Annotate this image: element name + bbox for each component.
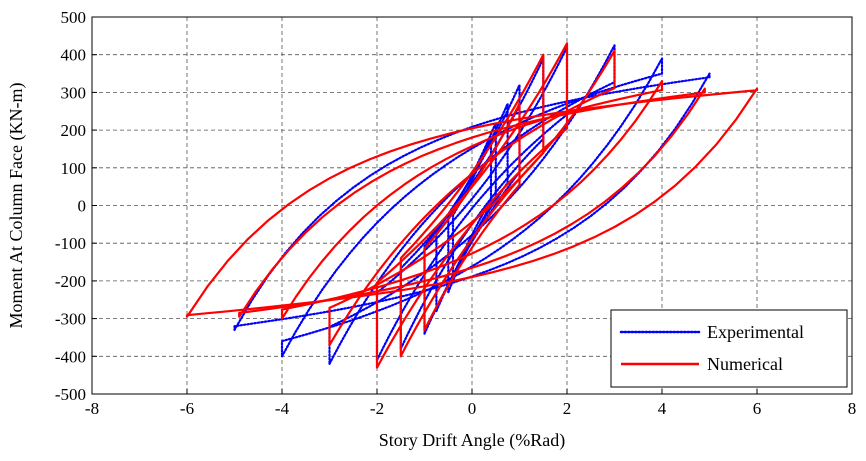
experimental-loop xyxy=(328,44,616,365)
x-tick-label: 4 xyxy=(658,399,667,418)
y-tick-label: -200 xyxy=(55,272,86,291)
y-tick-label: -400 xyxy=(55,347,86,366)
experimental-loop xyxy=(423,83,521,335)
x-tick-label: -6 xyxy=(180,399,194,418)
y-tick-label: -300 xyxy=(55,310,86,329)
y-tick-label: 0 xyxy=(78,197,87,216)
y-tick-label: 100 xyxy=(61,159,87,178)
legend-box xyxy=(610,309,848,388)
x-axis-label: Story Drift Angle (%Rad) xyxy=(379,430,565,451)
numerical-loop xyxy=(238,87,706,318)
experimental-loop xyxy=(280,57,664,358)
x-tick-label: 6 xyxy=(753,399,762,418)
y-tick-label: 300 xyxy=(61,83,87,102)
x-tick-label: 2 xyxy=(563,399,572,418)
numerical-loop xyxy=(375,42,569,369)
x-tick-label: -4 xyxy=(275,399,290,418)
numerical-loop xyxy=(399,53,545,358)
legend: Experimental Numerical xyxy=(610,309,848,388)
y-tick-label: 200 xyxy=(61,121,87,140)
series-layer xyxy=(185,42,759,369)
y-tick-label: 500 xyxy=(61,8,87,27)
x-tick-label: 0 xyxy=(468,399,477,418)
plot-frame xyxy=(91,16,853,395)
legend-label-numerical: Numerical xyxy=(707,354,783,374)
y-tick-label: -100 xyxy=(55,234,86,253)
y-axis-label: Moment At Column Face (KN-m) xyxy=(6,83,27,329)
x-tick-label: -8 xyxy=(85,399,99,418)
numerical-loop xyxy=(185,87,759,318)
tick-labels: -8 -6 -4 -2 0 2 4 6 8 -500 -400 -300 -200 -100 0 100 200… xyxy=(55,8,856,418)
x-tick-label: -2 xyxy=(370,399,384,418)
y-tick-label: 400 xyxy=(61,46,87,65)
x-tick-label: 8 xyxy=(848,399,857,418)
numerical-loop xyxy=(328,49,616,347)
experimental-loop xyxy=(233,72,711,331)
y-tick-label: -500 xyxy=(55,385,86,404)
legend-label-experimental: Experimental xyxy=(707,322,804,342)
numerical-loop xyxy=(280,80,664,320)
numerical-loop xyxy=(423,102,521,331)
